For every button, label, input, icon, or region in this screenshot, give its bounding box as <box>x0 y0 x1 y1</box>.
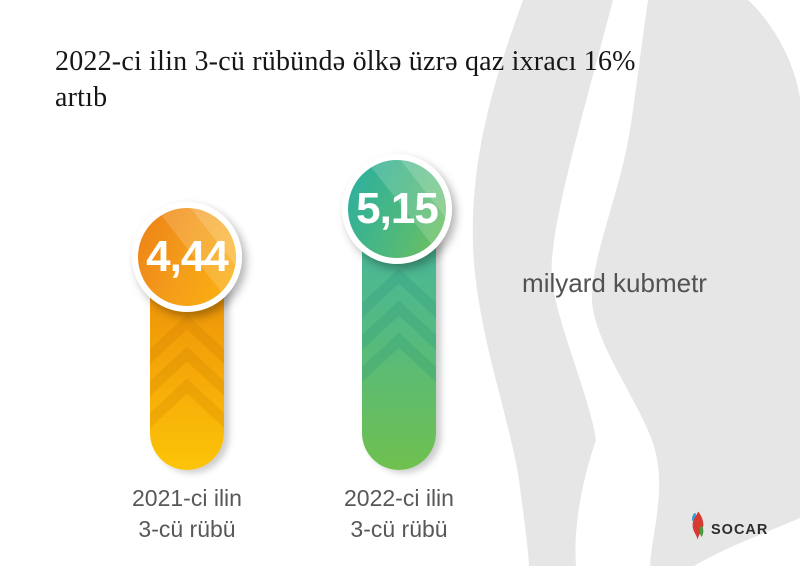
page-title: 2022-ci ilin 3-cü rübündə ölkə üzrə qaz … <box>55 44 745 116</box>
category-label-2021-line2: 3-cü rübü <box>138 516 236 542</box>
value-bubble-2021: 4,44 <box>132 202 242 312</box>
chevron-pattern-icon <box>362 268 436 383</box>
page-title-line1: 2022-ci ilin 3-cü rübündə ölkə üzrə qaz … <box>55 46 636 77</box>
socar-logo-text: SOCAR <box>711 522 769 538</box>
value-bubble-2022: 5,15 <box>342 154 452 264</box>
socar-flame-icon <box>692 511 704 540</box>
chevron-pattern-icon <box>150 314 224 429</box>
category-label-2021: 2021-ci ilin 3-cü rübü <box>92 483 282 545</box>
category-label-2021-line1: 2021-ci ilin <box>132 485 242 511</box>
watermark-right-flame <box>591 0 800 566</box>
category-label-2022-line1: 2022-ci ilin <box>344 485 454 511</box>
category-label-2022-line2: 3-cü rübü <box>350 516 448 542</box>
watermark-left-tongue <box>472 0 613 566</box>
page-title-line2: artıb <box>55 82 108 113</box>
socar-logo: SOCAR <box>688 511 768 541</box>
value-label-2022: 5,15 <box>356 184 439 233</box>
value-label-2021: 4,44 <box>146 232 229 281</box>
category-label-2022: 2022-ci ilin 3-cü rübü <box>304 483 494 545</box>
unit-label: milyard kubmetr <box>522 268 707 298</box>
